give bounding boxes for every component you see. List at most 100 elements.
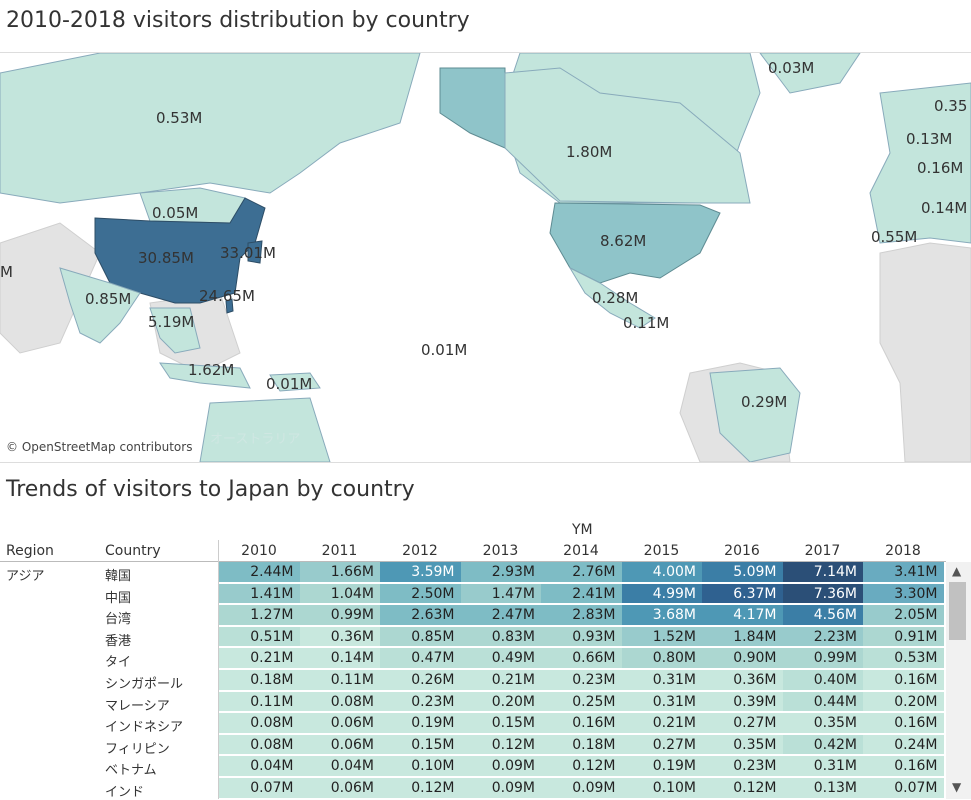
year-header[interactable]: 2012 bbox=[402, 543, 438, 559]
heatmap-cell[interactable]: 3.59M bbox=[380, 562, 461, 583]
heatmap-cell[interactable]: 0.35M bbox=[782, 713, 863, 734]
table-row[interactable]: マレーシア 0.11M 0.08M 0.23M 0.20M 0.25M 0.31M 0.39M… bbox=[0, 691, 946, 714]
heatmap-cell[interactable]: 2.05M bbox=[863, 605, 944, 626]
heatmap-cell[interactable]: 7.14M bbox=[782, 562, 863, 583]
heatmap-cell[interactable]: 0.35M bbox=[702, 734, 783, 756]
heatmap-cell[interactable]: 2.83M bbox=[541, 605, 622, 626]
heatmap-cell[interactable]: 0.06M bbox=[299, 713, 380, 734]
heatmap-cell[interactable]: 4.00M bbox=[621, 562, 702, 583]
heatmap-cell[interactable]: 0.16M bbox=[863, 669, 944, 691]
heatmap-cell[interactable]: 6.37M bbox=[702, 583, 783, 605]
heatmap-cell[interactable]: 0.04M bbox=[299, 756, 380, 777]
table-row[interactable]: 香港 0.51M 0.36M 0.85M 0.83M 0.93M 1.52M 1.84M 2.2… bbox=[0, 626, 946, 649]
heatmap-cell[interactable]: 0.12M bbox=[541, 756, 622, 777]
scrollbar-thumb[interactable] bbox=[949, 582, 966, 640]
heatmap-cell[interactable]: 0.99M bbox=[782, 648, 863, 669]
year-header[interactable]: 2016 bbox=[724, 543, 760, 559]
heatmap-cell[interactable]: 0.18M bbox=[219, 669, 300, 691]
heatmap-cell[interactable]: 4.99M bbox=[621, 583, 702, 605]
heatmap-cell[interactable]: 0.19M bbox=[621, 756, 702, 777]
year-header[interactable]: 2011 bbox=[321, 543, 358, 559]
heatmap-cell[interactable]: 0.23M bbox=[380, 691, 461, 713]
heatmap-cell[interactable]: 0.06M bbox=[299, 734, 380, 756]
heatmap-cell[interactable]: 0.51M bbox=[219, 626, 300, 648]
heatmap-cell[interactable]: 2.76M bbox=[541, 562, 622, 583]
table-row[interactable]: インドネシア 0.08M 0.06M 0.19M 0.15M 0.16M 0.21M 0.27… bbox=[0, 713, 946, 735]
heatmap-cell[interactable]: 0.90M bbox=[702, 648, 783, 669]
heatmap-cell[interactable]: 0.24M bbox=[863, 734, 944, 756]
heatmap-cell[interactable]: 0.26M bbox=[380, 669, 461, 691]
year-header[interactable]: 2018 bbox=[885, 543, 921, 559]
table-row[interactable]: 中国 1.41M 1.04M 2.50M 1.47M 2.41M 4.99M 6.37M 7.3… bbox=[0, 583, 946, 606]
chevron-up-icon[interactable]: ▲ bbox=[952, 564, 962, 578]
heatmap-cell[interactable]: 0.25M bbox=[541, 691, 622, 713]
heatmap-cell[interactable]: 0.83M bbox=[460, 626, 541, 648]
heatmap-cell[interactable]: 0.91M bbox=[863, 626, 944, 648]
heatmap-cell[interactable]: 0.09M bbox=[541, 777, 622, 799]
table-row[interactable]: ベトナム 0.04M 0.04M 0.10M 0.09M 0.12M 0.19M 0.23M 0… bbox=[0, 756, 946, 778]
heatmap-cell[interactable]: 0.11M bbox=[219, 691, 300, 713]
heatmap-cell[interactable]: 0.06M bbox=[299, 777, 380, 799]
heatmap-cell[interactable]: 0.47M bbox=[380, 648, 461, 669]
table-scrollbar[interactable]: ▲ ▼ bbox=[946, 562, 971, 799]
table-row[interactable]: シンガポール 0.18M 0.11M 0.26M 0.21M 0.23M 0.31M 0.36… bbox=[0, 669, 946, 692]
heatmap-cell[interactable]: 0.23M bbox=[541, 669, 622, 691]
heatmap-cell[interactable]: 0.08M bbox=[299, 691, 380, 713]
heatmap-cell[interactable]: 1.52M bbox=[621, 626, 702, 648]
table-row[interactable]: 韓国 2.44M 1.66M 3.59M 2.93M 2.76M 4.00M 5.09M 7.1… bbox=[0, 562, 946, 584]
heatmap-cell[interactable]: 2.41M bbox=[541, 583, 622, 605]
table-row[interactable]: 台湾 1.27M 0.99M 2.63M 2.47M 2.83M 3.68M 4.17M 4.5… bbox=[0, 605, 946, 627]
heatmap-cell[interactable]: 0.80M bbox=[621, 648, 702, 669]
heatmap-cell[interactable]: 0.10M bbox=[621, 777, 702, 799]
heatmap-cell[interactable]: 0.42M bbox=[782, 734, 863, 756]
table-row[interactable]: タイ 0.21M 0.14M 0.47M 0.49M 0.66M 0.80M 0.90M 0.9… bbox=[0, 648, 946, 670]
year-header[interactable]: 2017 bbox=[804, 543, 841, 559]
heatmap-cell[interactable]: 2.44M bbox=[219, 562, 300, 583]
heatmap-cell[interactable]: 0.39M bbox=[702, 691, 783, 713]
heatmap-cell[interactable]: 0.85M bbox=[380, 626, 461, 648]
heatmap-cell[interactable]: 0.23M bbox=[702, 756, 783, 777]
heatmap-cell[interactable]: 0.20M bbox=[863, 691, 944, 713]
heatmap-cell[interactable]: 0.66M bbox=[541, 648, 622, 669]
heatmap-cell[interactable]: 0.16M bbox=[541, 713, 622, 734]
heatmap-cell[interactable]: 0.53M bbox=[863, 648, 944, 669]
heatmap-cell[interactable]: 0.31M bbox=[621, 691, 702, 713]
heatmap-cell[interactable]: 0.20M bbox=[460, 691, 541, 713]
heatmap-cell[interactable]: 0.10M bbox=[380, 756, 461, 777]
heatmap-cell[interactable]: 0.40M bbox=[782, 669, 863, 691]
heatmap-cell[interactable]: 0.07M bbox=[219, 777, 300, 799]
heatmap-cell[interactable]: 0.15M bbox=[380, 734, 461, 756]
chevron-down-icon[interactable]: ▼ bbox=[952, 780, 962, 794]
heatmap-cell[interactable]: 2.50M bbox=[380, 583, 461, 605]
heatmap-cell[interactable]: 1.66M bbox=[299, 562, 380, 583]
heatmap-cell[interactable]: 0.44M bbox=[782, 691, 863, 713]
year-header[interactable]: 2014 bbox=[563, 543, 599, 559]
heatmap-cell[interactable]: 0.36M bbox=[299, 626, 380, 648]
heatmap-cell[interactable]: 1.84M bbox=[702, 626, 783, 648]
heatmap-cell[interactable]: 0.14M bbox=[299, 648, 380, 669]
heatmap-cell[interactable]: 1.47M bbox=[460, 583, 541, 605]
heatmap-cell[interactable]: 3.41M bbox=[863, 562, 944, 583]
heatmap-cell[interactable]: 0.12M bbox=[702, 777, 783, 799]
table-row[interactable]: フィリピン 0.08M 0.06M 0.15M 0.12M 0.18M 0.27M 0.35M… bbox=[0, 734, 946, 757]
heatmap-cell[interactable]: 0.04M bbox=[219, 756, 300, 777]
heatmap-cell[interactable]: 0.09M bbox=[460, 756, 541, 777]
heatmap-cell[interactable]: 7.36M bbox=[782, 583, 863, 605]
year-header[interactable]: 2015 bbox=[643, 543, 680, 559]
heatmap-cell[interactable]: 0.09M bbox=[460, 777, 541, 799]
year-header[interactable]: 2013 bbox=[482, 543, 519, 559]
heatmap-cell[interactable]: 0.21M bbox=[621, 713, 702, 734]
heatmap-cell[interactable]: 0.21M bbox=[460, 669, 541, 691]
heatmap-cell[interactable]: 0.27M bbox=[702, 713, 783, 734]
heatmap-cell[interactable]: 0.27M bbox=[621, 734, 702, 756]
heatmap-cell[interactable]: 4.56M bbox=[782, 605, 863, 626]
heatmap-cell[interactable]: 0.16M bbox=[863, 713, 944, 734]
heatmap-cell[interactable]: 0.31M bbox=[621, 669, 702, 691]
heatmap-cell[interactable]: 0.13M bbox=[782, 777, 863, 799]
heatmap-cell[interactable]: 2.63M bbox=[380, 605, 461, 626]
heatmap-cell[interactable]: 0.49M bbox=[460, 648, 541, 669]
heatmap-cell[interactable]: 0.08M bbox=[219, 713, 300, 734]
heatmap-cell[interactable]: 3.30M bbox=[863, 583, 944, 605]
year-header[interactable]: 2010 bbox=[241, 543, 277, 559]
heatmap-cell[interactable]: 0.36M bbox=[702, 669, 783, 691]
